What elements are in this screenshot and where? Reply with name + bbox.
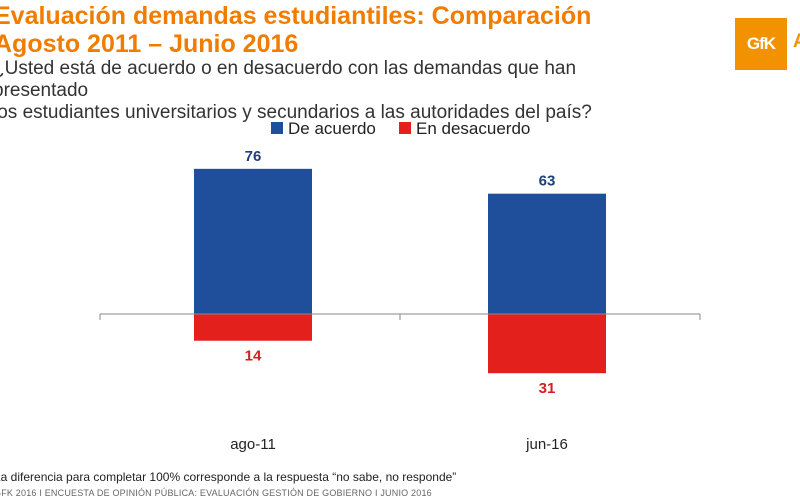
survey-question: ¿Usted está de acuerdo o en desacuerdo c…: [0, 58, 653, 124]
logo-tail: A: [793, 31, 800, 52]
x-tick-label-ago-11: ago-11: [230, 436, 276, 453]
footer-source: GFK 2016 I ENCUESTA DE OPINIÓN PÚBLICA: …: [0, 488, 432, 498]
legend-swatch-de-acuerdo: [271, 122, 283, 134]
data-label-en-desacuerdo-ago-11: 14: [245, 348, 262, 365]
question-line-2: los estudiantes universitarios y secunda…: [0, 102, 592, 123]
data-label-de-acuerdo-ago-11: 76: [245, 148, 262, 165]
logo-box: GfK: [735, 18, 787, 70]
gfk-logo: GfK A: [735, 18, 800, 70]
legend-swatch-en-desacuerdo: [399, 122, 411, 134]
question-line-1: ¿Usted está de acuerdo o en desacuerdo c…: [0, 58, 577, 101]
bar-en-desacuerdo-ago-11: [194, 314, 312, 341]
bar-de-acuerdo-ago-11: [194, 168, 312, 314]
page-title: Evaluación demandas estudiantiles: Compa…: [0, 2, 714, 58]
title-line-1: Evaluación demandas estudiantiles: Compa…: [0, 2, 592, 30]
x-tick-label-jun-16: jun-16: [525, 436, 568, 453]
data-label-de-acuerdo-jun-16: 63: [539, 173, 556, 190]
bar-en-desacuerdo-jun-16: [488, 314, 606, 374]
data-label-en-desacuerdo-jun-16: 31: [539, 380, 556, 397]
footnote: La diferencia para completar 100% corres…: [0, 470, 457, 484]
bar-de-acuerdo-jun-16: [488, 193, 606, 314]
title-line-2: Agosto 2011 – Junio 2016: [0, 30, 299, 58]
legend-label-de-acuerdo: De acuerdo: [288, 119, 376, 138]
legend-label-en-desacuerdo: En desacuerdo: [416, 119, 530, 138]
